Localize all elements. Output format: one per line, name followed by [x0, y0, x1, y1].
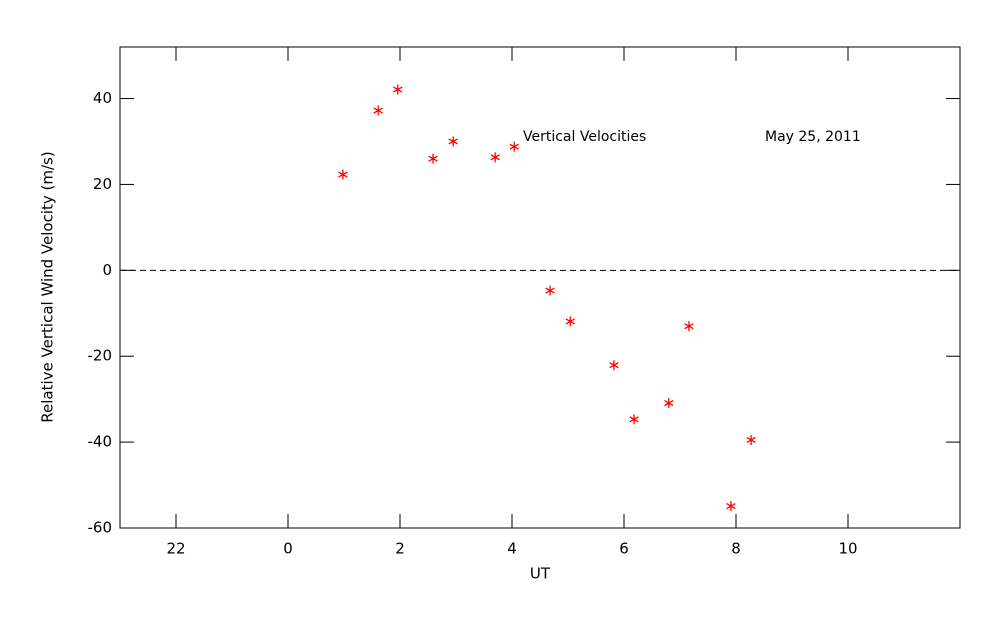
data-point	[338, 169, 348, 180]
data-point	[509, 141, 519, 152]
y-axis-label: Relative Vertical Wind Velocity (m/s)	[39, 151, 57, 422]
y-tick-label: 20	[93, 175, 112, 193]
x-tick-label: 2	[395, 540, 405, 558]
data-point	[448, 136, 458, 147]
x-tick-label: 0	[283, 540, 293, 558]
x-tick-label: 4	[507, 540, 517, 558]
data-point	[664, 398, 674, 409]
x-tick-label: 10	[838, 540, 857, 558]
annotation: May 25, 2011	[765, 129, 861, 145]
plot-frame	[119, 46, 961, 529]
x-tick-label: 6	[619, 540, 629, 558]
data-point	[726, 501, 736, 512]
y-tick-label: -40	[88, 433, 113, 451]
data-point	[684, 321, 694, 332]
data-point	[746, 434, 756, 445]
y-tick-label: 40	[93, 89, 112, 107]
data-point	[373, 105, 383, 116]
data-point	[545, 285, 555, 296]
x-axis-label: UT	[530, 565, 551, 583]
data-point	[428, 153, 438, 164]
data-point	[393, 84, 403, 95]
y-tick-label: -20	[88, 347, 113, 365]
x-tick-label: 22	[166, 540, 185, 558]
y-tick-label: -60	[88, 519, 113, 537]
x-tick-label: 8	[731, 540, 741, 558]
data-point	[609, 360, 619, 371]
annotation: Vertical Velocities	[523, 129, 646, 145]
data-point	[565, 316, 575, 327]
y-tick-label: 0	[102, 261, 112, 279]
data-point	[490, 152, 500, 163]
data-point	[629, 414, 639, 425]
